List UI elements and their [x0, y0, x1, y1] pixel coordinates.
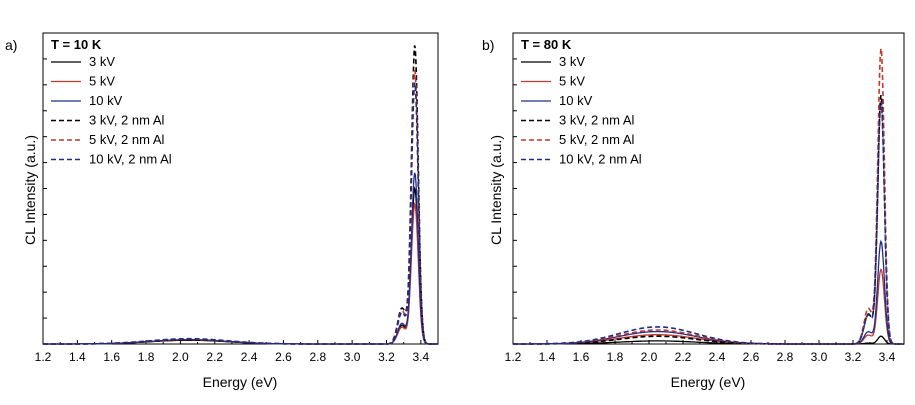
legend-label: 3 kV, 2 nm Al: [559, 113, 635, 128]
curves-b: [513, 48, 904, 345]
curves-a: [43, 45, 438, 345]
x-tick-label: 2.4: [709, 350, 726, 364]
x-tick-label: 2.8: [777, 350, 794, 364]
series-line-b-3: [513, 239, 904, 345]
x-tick-label: 2.4: [241, 350, 258, 364]
series-line-a-5: [43, 70, 438, 345]
temperature-annotation-b: T = 80 K: [521, 37, 572, 52]
legend-label: 5 kV: [559, 74, 585, 89]
x-axis-label-a: Energy (eV): [203, 374, 278, 390]
legend-b: 3 kV 5 kV 10 kV 3 kV, 2 nm Al 5 kV, 2 nm Al 1…: [521, 54, 642, 167]
legend-label: 10 kV, 2 nm Al: [89, 152, 172, 167]
x-axis-label-b: Energy (eV): [671, 374, 746, 390]
legend-label: 3 kV: [559, 54, 585, 69]
series-line-b-6: [513, 101, 904, 345]
series-line-a-1: [43, 186, 438, 345]
legend-label: 5 kV, 2 nm Al: [559, 132, 635, 147]
x-tick-label: 3.4: [879, 350, 896, 364]
legend-label: 10 kV: [89, 93, 123, 108]
temperature-annotation-a: T = 10 K: [51, 37, 102, 52]
x-tick-label: 3.0: [344, 350, 361, 364]
series-line-a-2: [43, 201, 438, 345]
legend-label: 5 kV: [89, 74, 115, 89]
panel-a: a) CL Intensity (a.u.) 1.2 1.4 1.6 1.8 2.0 2.…: [5, 32, 439, 390]
x-tick-label: 3.2: [845, 350, 862, 364]
x-tick-label: 2.2: [206, 350, 223, 364]
series-line-a-3: [43, 172, 438, 345]
series-line-a-4: [43, 45, 438, 345]
y-axis-label-a: CL Intensity (a.u.): [22, 135, 38, 245]
y-ticks-b: [513, 58, 517, 319]
x-ticks-b: 1.2 1.4 1.6 1.8 2.0 2.2 2.4 2.6 2.8 3.0 3.2 3.4: [505, 340, 896, 364]
x-tick-label: 1.6: [103, 350, 120, 364]
x-tick-label: 2.0: [172, 350, 189, 364]
x-tick-label: 2.2: [675, 350, 692, 364]
x-tick-label: 1.4: [69, 350, 86, 364]
x-tick-label: 1.4: [539, 350, 556, 364]
x-tick-label: 1.8: [138, 350, 155, 364]
x-tick-label: 3.0: [811, 350, 828, 364]
x-tick-label: 3.4: [412, 350, 429, 364]
legend-label: 5 kV, 2 nm Al: [89, 132, 165, 147]
legend-label: 3 kV: [89, 54, 115, 69]
x-tick-label: 2.6: [275, 350, 292, 364]
panel-label-b: b): [482, 37, 494, 53]
x-tick-label: 3.2: [378, 350, 395, 364]
x-tick-label: 2.6: [743, 350, 760, 364]
x-tick-label: 1.8: [607, 350, 624, 364]
y-axis-label-b: CL Intensity (a.u.): [488, 135, 504, 245]
legend-label: 10 kV: [559, 93, 593, 108]
legend-a: 3 kV 5 kV 10 kV 3 kV, 2 nm Al 5 kV, 2 nm Al 1…: [51, 54, 172, 167]
x-tick-label: 1.2: [505, 350, 522, 364]
panel-label-a: a): [5, 37, 17, 53]
series-line-a-6: [43, 82, 438, 345]
legend-label: 3 kV, 2 nm Al: [89, 113, 165, 128]
x-tick-label: 1.2: [35, 350, 52, 364]
x-tick-label: 2.0: [641, 350, 658, 364]
x-tick-label: 2.8: [309, 350, 326, 364]
x-tick-label: 1.6: [573, 350, 590, 364]
legend-label: 10 kV, 2 nm Al: [559, 152, 642, 167]
panel-b: b) CL Intensity (a.u.) 1.2 1.4 1.6 1.8 2.0 2.…: [482, 32, 905, 390]
series-line-b-2: [513, 268, 904, 345]
y-ticks-a: [43, 58, 47, 319]
